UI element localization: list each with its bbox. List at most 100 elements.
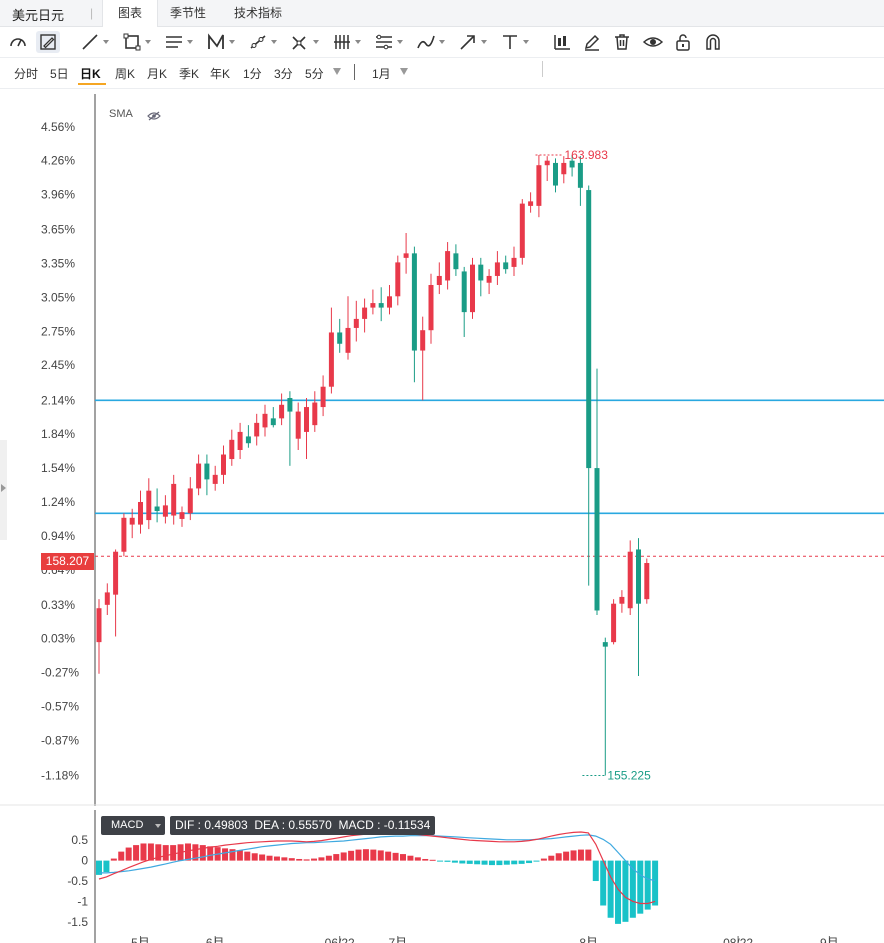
macd-histogram-bar [407,855,414,861]
candle [221,445,226,484]
candle-body [287,398,293,412]
period-month[interactable]: 月K [147,67,168,81]
candle-body [196,463,202,489]
candle [594,368,600,616]
channel-icon[interactable] [374,31,403,53]
candle [353,300,359,342]
candle [237,422,243,460]
y-tick-label: -0.57% [41,700,79,714]
pencil-icon[interactable] [36,31,60,53]
candle-style-icon[interactable] [552,31,572,53]
period-5min[interactable]: 5分 [305,67,324,81]
candle [196,454,202,496]
period-quarter[interactable]: 季K [179,67,200,81]
macd-dropdown[interactable]: MACD [101,816,165,835]
sma-label: SMA [109,108,133,120]
period-tick[interactable]: 分时 [14,67,39,81]
arrow-icon[interactable] [458,31,487,53]
candle-body [212,474,218,484]
candle [602,637,608,776]
text-icon[interactable] [500,31,529,53]
period-day[interactable]: 日K [80,67,101,81]
range-chevron-icon[interactable] [400,68,408,75]
high-price-label: 163.983 [565,148,609,162]
period-3min[interactable]: 3分 [274,67,293,81]
indicator-icon[interactable] [8,31,28,53]
macd-histogram-bar [199,845,206,861]
candle [295,402,301,450]
candle-body [602,642,608,647]
x-tick-label: 6月 [206,936,225,943]
macd-histogram-bar [162,845,169,861]
candle-body [519,203,525,258]
macd-dea-value: DEA : 0.55570 [254,818,332,832]
period-5day[interactable]: 5日 [50,67,69,81]
candle [337,318,343,353]
candlestick-chart[interactable]: 4.56% 4.26% 3.96% 3.65% 3.35% 3.05% 2.75% 2.45%… [0,94,884,806]
macd-histogram-bar [236,850,243,861]
candle [519,199,525,265]
trash-icon[interactable] [612,31,632,53]
candle [461,266,467,337]
line-icon[interactable] [80,31,109,53]
macd-histogram-bar [629,860,636,918]
candle [113,549,119,637]
macd-histogram-bar [229,849,236,861]
tab-chart[interactable]: 图表 [102,0,158,27]
candle-body [221,454,226,475]
candle [204,454,210,496]
macd-histogram-bar [125,847,132,861]
macd-tick-label: -0.5 [67,874,88,888]
x-tick-label: 8月 [579,936,598,943]
parallel-lines-icon[interactable] [164,31,193,53]
ray-icon[interactable] [248,31,277,53]
hide-eye-icon[interactable] [147,111,161,121]
candle-body [270,418,276,426]
period-more-chevron-icon[interactable] [333,68,341,75]
y-tick-label: 3.35% [41,257,75,271]
candle-body [528,201,534,206]
period-1min[interactable]: 1分 [243,67,262,81]
macd-histogram-bar [281,857,288,861]
macd-histogram-bar [607,860,614,918]
macd-dea-line [99,834,656,882]
cross-lines-icon[interactable] [290,31,319,53]
edit-icon[interactable] [582,31,602,53]
macd-histogram-bar [526,860,533,864]
macd-histogram-bar [474,860,481,865]
rectangle-icon[interactable] [122,31,151,53]
brush-icon[interactable] [416,31,445,53]
magnet-icon[interactable] [703,31,723,53]
macd-histogram-bar [459,860,466,864]
candle [129,508,135,539]
candle [154,488,160,523]
macd-histogram-bar [592,860,599,882]
range-select[interactable]: 1月 [372,67,391,81]
candle [304,398,309,460]
zigzag-icon[interactable] [206,31,235,53]
period-year[interactable]: 年K [210,67,231,81]
tab-indicators[interactable]: 技术指标 [233,6,282,20]
eye-icon[interactable] [642,31,664,53]
sidebar-expand-handle[interactable] [0,440,7,540]
candle-body [129,517,135,525]
low-price-label: 155.225 [607,768,651,782]
fib-icon[interactable] [332,31,361,53]
candle-body [569,160,575,168]
toolbar-separator [542,61,543,77]
candle-body [378,303,384,308]
candle-body [395,262,401,297]
macd-histogram-bar [644,860,651,910]
candle-body [561,162,567,175]
tab-seasonality[interactable]: 季节性 [169,6,206,20]
y-tick-label: 0.94% [41,529,75,543]
macd-histogram-bar [133,845,140,861]
candle-body [279,404,285,419]
y-tick-label: 4.56% [41,120,75,134]
macd-chart[interactable]: 0.5 0 -0.5 -1 -1.5 5月 6月 06/22 7月 8月 08/22 9月 [0,810,884,943]
candle-body [494,262,500,276]
macd-histogram-bar [481,860,488,865]
lock-icon[interactable] [673,31,693,53]
period-week[interactable]: 周K [115,67,136,81]
macd-histogram-bar [503,860,510,865]
